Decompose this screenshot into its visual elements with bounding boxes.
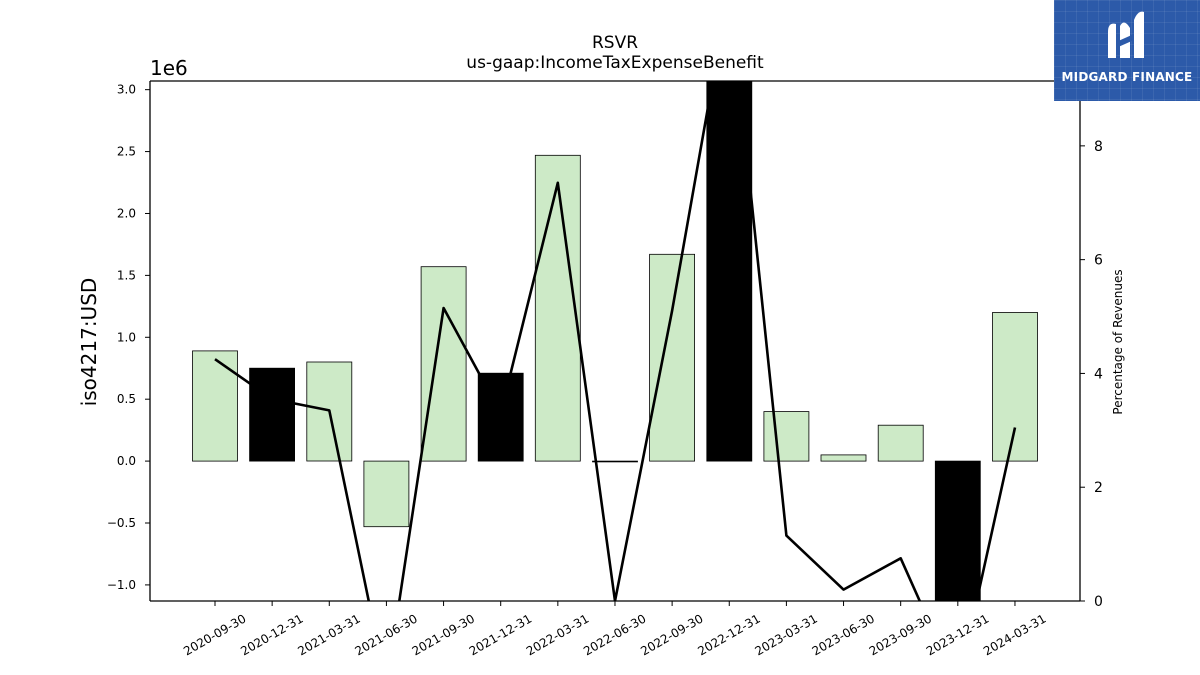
y-offset-label: 1e6 [150, 56, 188, 80]
bar-2023-12-31 [934, 460, 981, 601]
bar-2021-09-30 [420, 266, 467, 462]
y-axis-label: iso4217:USD [77, 278, 101, 407]
ytick-label: −1.0 [107, 578, 136, 592]
bar-2022-09-30 [649, 253, 695, 462]
xtick-label: 2021-06-30 [353, 611, 420, 658]
chart-subtitle: us-gaap:IncomeTaxExpenseBenefit [466, 53, 764, 73]
text-layer: RSVR us-gaap:IncomeTaxExpenseBenefit 1e6… [77, 33, 1125, 415]
xtick-label: 2022-12-31 [695, 611, 762, 658]
percentage-line [214, 81, 1017, 601]
bar-2020-09-30 [192, 350, 238, 462]
xtick-label: 2021-03-31 [295, 611, 362, 658]
ytick-label: 2.0 [117, 206, 136, 220]
y2tick-label: 2 [1094, 480, 1103, 496]
xtick-label: 2022-06-30 [581, 611, 648, 658]
y2tick-label: 0 [1094, 594, 1103, 610]
ytick-label: 3.0 [117, 83, 136, 97]
xtick-label: 2023-12-31 [924, 611, 991, 658]
y2tick-label: 6 [1094, 253, 1103, 269]
bar-2023-06-30 [820, 454, 867, 462]
ytick-label: 1.0 [117, 330, 136, 344]
bar-2023-09-30 [877, 424, 924, 462]
ytick-label: 2.5 [117, 145, 136, 159]
bar-2020-12-31 [249, 367, 296, 462]
y2tick-label: 4 [1094, 366, 1103, 382]
xtick-label: 2022-03-31 [524, 611, 591, 658]
line-layer [214, 81, 1017, 601]
xtick-label: 2024-03-31 [981, 611, 1048, 658]
bar-2022-12-31 [706, 81, 753, 462]
xtick-label: 2022-09-30 [638, 611, 705, 658]
xtick-label: 2020-12-31 [238, 611, 305, 658]
bar-2024-03-31 [992, 312, 1038, 462]
xtick-label: 2021-09-30 [410, 611, 477, 658]
xtick-label: 2023-06-30 [810, 611, 877, 658]
bar-2023-03-31 [763, 411, 810, 462]
ytick-label: 1.5 [117, 268, 136, 282]
xtick-label: 2023-03-31 [752, 611, 819, 658]
xtick-label: 2020-09-30 [181, 611, 248, 658]
ytick-label: 0.5 [117, 392, 136, 406]
ytick-label: −0.5 [107, 516, 136, 530]
midgard-m-icon [1108, 11, 1144, 59]
ytick-label: 0.0 [117, 454, 136, 468]
bar-2021-06-30 [363, 460, 410, 528]
midgard-finance-logo: MIDGARD FINANCE [1054, 0, 1200, 101]
chart-title: RSVR [592, 33, 638, 53]
xtick-label: 2021-12-31 [467, 611, 534, 658]
bar-2022-06-30 [592, 460, 638, 463]
y2-axis-label: Percentage of Revenues [1111, 269, 1125, 414]
bars-layer [192, 81, 1038, 601]
bar-2022-03-31 [534, 154, 581, 462]
logo-text: MIDGARD FINANCE [1061, 70, 1193, 84]
xtick-label: 2023-09-30 [867, 611, 934, 658]
y2tick-label: 8 [1094, 139, 1103, 155]
